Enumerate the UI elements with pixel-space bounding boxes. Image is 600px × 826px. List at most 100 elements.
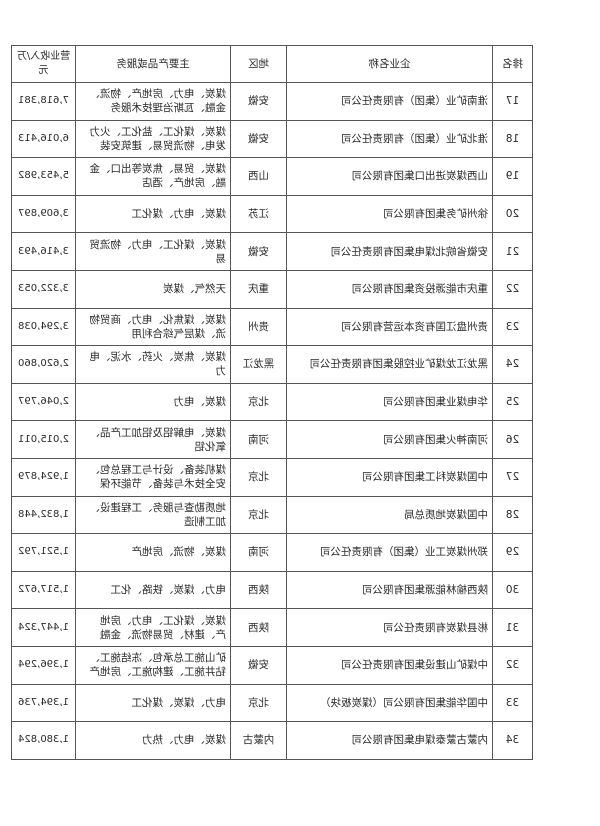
cell-name: 贵州盘江国有资本运营有限公司 <box>286 308 493 346</box>
cell-region: 内蒙古 <box>230 721 287 760</box>
cell-products: 煤炭、物流、房地产 <box>75 533 231 572</box>
header-rank: 排名 <box>492 45 533 83</box>
cell-products: 煤炭、焦炭、火药、水泥、电力 <box>75 345 231 384</box>
table-row: 21 安徽省皖北煤电集团有限责任公司 安徽 煤炭、煤化工、电力、物流贸易 3,416,4… <box>11 232 533 271</box>
cell-products: 煤炭、贸易、焦炭等出口、金融、房地产、酒店 <box>75 157 231 196</box>
cell-products: 电力、煤炭、煤化工 <box>75 684 231 722</box>
table-row: 17 淮南矿业（集团）有限责任公司 安徽 煤炭、电力、房地产、物流、金融、瓦斯治理技术… <box>11 82 533 121</box>
cell-region: 江苏 <box>230 195 287 233</box>
cell-region: 贵州 <box>230 308 287 346</box>
cell-revenue: 1,394,736 <box>11 684 76 722</box>
cell-name: 华电煤业集团有限公司 <box>286 383 493 421</box>
cell-revenue: 7,618,381 <box>11 82 76 121</box>
cell-region: 安徽 <box>230 82 287 121</box>
cell-products: 煤炭、电解铝及铝加工产品、氧化铝 <box>75 420 231 459</box>
cell-products: 煤炭、电力、热力 <box>75 721 231 760</box>
cell-region: 北京 <box>230 684 287 722</box>
table-row: 25 华电煤业集团有限公司 北京 煤炭、电力 2,046,797 <box>11 383 533 421</box>
cell-rank: 23 <box>492 308 533 346</box>
cell-products: 地质勘查与服务、工程建设、加工制造 <box>75 496 231 534</box>
header-products: 主要产品或服务 <box>75 45 231 83</box>
cell-revenue: 3,294,038 <box>11 308 76 346</box>
cell-revenue: 3,322,053 <box>11 270 76 309</box>
cell-revenue: 5,453,982 <box>11 157 76 196</box>
cell-region: 北京 <box>230 458 287 497</box>
cell-region: 安徽 <box>230 120 287 158</box>
table-row: 33 中国华能集团有限公司（煤炭板块） 北京 电力、煤炭、煤化工 1,394,736 <box>11 684 533 722</box>
cell-name: 陕西榆林能源集团有限公司 <box>286 571 493 609</box>
cell-revenue: 3,609,897 <box>11 195 76 233</box>
cell-rank: 20 <box>492 195 533 233</box>
cell-products: 电力、煤炭、铁路、化工 <box>75 571 231 609</box>
cell-revenue: 1,832,448 <box>11 496 76 534</box>
cell-region: 北京 <box>230 383 287 421</box>
cell-name: 内蒙古蒙泰煤电集团有限公司 <box>286 721 493 760</box>
cell-products: 矿山施工总承包、冻结施工、钻井施工、建构施工、房地产 <box>75 646 231 684</box>
cell-region: 陕西 <box>230 608 287 647</box>
table-row: 29 郑州煤炭工业（集团）有限责任公司 河南 煤炭、物流、房地产 1,521,792 <box>11 533 533 572</box>
cell-region: 重庆 <box>230 270 287 309</box>
table-row: 27 中国煤炭科工集团有限公司 北京 煤机装备、设计与工程总包、安全技术与装备、节能环… <box>11 458 533 497</box>
cell-name: 中国华能集团有限公司（煤炭板块） <box>286 684 493 722</box>
cell-region: 安徽 <box>230 232 287 271</box>
cell-products: 煤炭、煤焦化、电力、商贸物流、煤层气综合利用 <box>75 308 231 346</box>
cell-revenue: 1,521,792 <box>11 533 76 572</box>
cell-rank: 17 <box>492 82 533 121</box>
cell-name: 重庆市能源投资集团有限公司 <box>286 270 493 309</box>
cell-name: 淮南矿业（集团）有限责任公司 <box>286 82 493 121</box>
mirrored-scan: 排名 企业名称 地区 主要产品或服务 营业收入/万元 17 淮南矿业（集团）有限责… <box>11 45 533 760</box>
cell-name: 河南神火集团有限公司 <box>286 420 493 459</box>
cell-region: 安徽 <box>230 646 287 684</box>
table-row: 30 陕西榆林能源集团有限公司 陕西 电力、煤炭、铁路、化工 1,517,672 <box>11 571 533 609</box>
cell-products: 煤炭、电力、煤化工 <box>75 195 231 233</box>
header-name: 企业名称 <box>286 45 493 83</box>
cell-region: 河南 <box>230 420 287 459</box>
cell-region: 北京 <box>230 496 287 534</box>
cell-rank: 25 <box>492 383 533 421</box>
cell-name: 郑州煤炭工业（集团）有限责任公司 <box>286 533 493 572</box>
cell-revenue: 6,016,413 <box>11 120 76 158</box>
cell-products: 煤炭、电力、房地产、物流、金融、瓦斯治理技术服务 <box>75 82 231 121</box>
cell-revenue: 2,620,860 <box>11 345 76 384</box>
cell-rank: 27 <box>492 458 533 497</box>
cell-rank: 28 <box>492 496 533 534</box>
cell-name: 黑龙江龙煤矿业控股集团有限责任公司 <box>286 345 493 384</box>
cell-revenue: 3,416,493 <box>11 232 76 271</box>
cell-rank: 19 <box>492 157 533 196</box>
header-region: 地区 <box>230 45 287 83</box>
cell-region: 黑龙江 <box>230 345 287 384</box>
cell-revenue: 1,396,294 <box>11 646 76 684</box>
cell-rank: 30 <box>492 571 533 609</box>
cell-name: 彬县煤炭有限责任公司 <box>286 608 493 647</box>
header-revenue: 营业收入/万元 <box>11 45 76 83</box>
cell-rank: 24 <box>492 345 533 384</box>
coal-enterprise-ranking-table: 排名 企业名称 地区 主要产品或服务 营业收入/万元 17 淮南矿业（集团）有限责… <box>11 45 533 760</box>
cell-products: 煤炭、煤化工、电力、房地产、建材、贸易物流、金融 <box>75 608 231 647</box>
cell-region: 河南 <box>230 533 287 572</box>
table-row: 18 淮北矿业（集团）有限责任公司 安徽 煤炭、煤化工、盐化工、火力发电、物流贸易、建… <box>11 120 533 158</box>
cell-products: 煤炭、电力 <box>75 383 231 421</box>
cell-region: 陕西 <box>230 571 287 609</box>
cell-name: 中国煤炭科工集团有限公司 <box>286 458 493 497</box>
cell-revenue: 2,015,011 <box>11 420 76 459</box>
cell-name: 中国煤炭地质总局 <box>286 496 493 534</box>
cell-revenue: 1,517,672 <box>11 571 76 609</box>
table-row: 24 黑龙江龙煤矿业控股集团有限责任公司 黑龙江 煤炭、焦炭、火药、水泥、电力 2,62… <box>11 345 533 384</box>
table-row: 32 中煤矿山建设集团有限责任公司 安徽 矿山施工总承包、冻结施工、钻井施工、建构施工… <box>11 646 533 684</box>
cell-products: 煤炭、煤化工、盐化工、火力发电、物流贸易、建筑安装 <box>75 120 231 158</box>
cell-products: 天然气、煤炭 <box>75 270 231 309</box>
table-row: 23 贵州盘江国有资本运营有限公司 贵州 煤炭、煤焦化、电力、商贸物流、煤层气综合利用… <box>11 308 533 346</box>
table-row: 26 河南神火集团有限公司 河南 煤炭、电解铝及铝加工产品、氧化铝 2,015,011 <box>11 420 533 459</box>
cell-name: 山西煤炭进出口集团有限公司 <box>286 157 493 196</box>
cell-region: 山西 <box>230 157 287 196</box>
table-row: 34 内蒙古蒙泰煤电集团有限公司 内蒙古 煤炭、电力、热力 1,380,824 <box>11 721 533 760</box>
cell-rank: 22 <box>492 270 533 309</box>
cell-name: 徐州矿务集团有限公司 <box>286 195 493 233</box>
cell-rank: 32 <box>492 646 533 684</box>
cell-revenue: 1,447,324 <box>11 608 76 647</box>
cell-rank: 21 <box>492 232 533 271</box>
cell-rank: 33 <box>492 684 533 722</box>
cell-name: 中煤矿山建设集团有限责任公司 <box>286 646 493 684</box>
cell-products: 煤炭、煤化工、电力、物流贸易 <box>75 232 231 271</box>
cell-rank: 18 <box>492 120 533 158</box>
